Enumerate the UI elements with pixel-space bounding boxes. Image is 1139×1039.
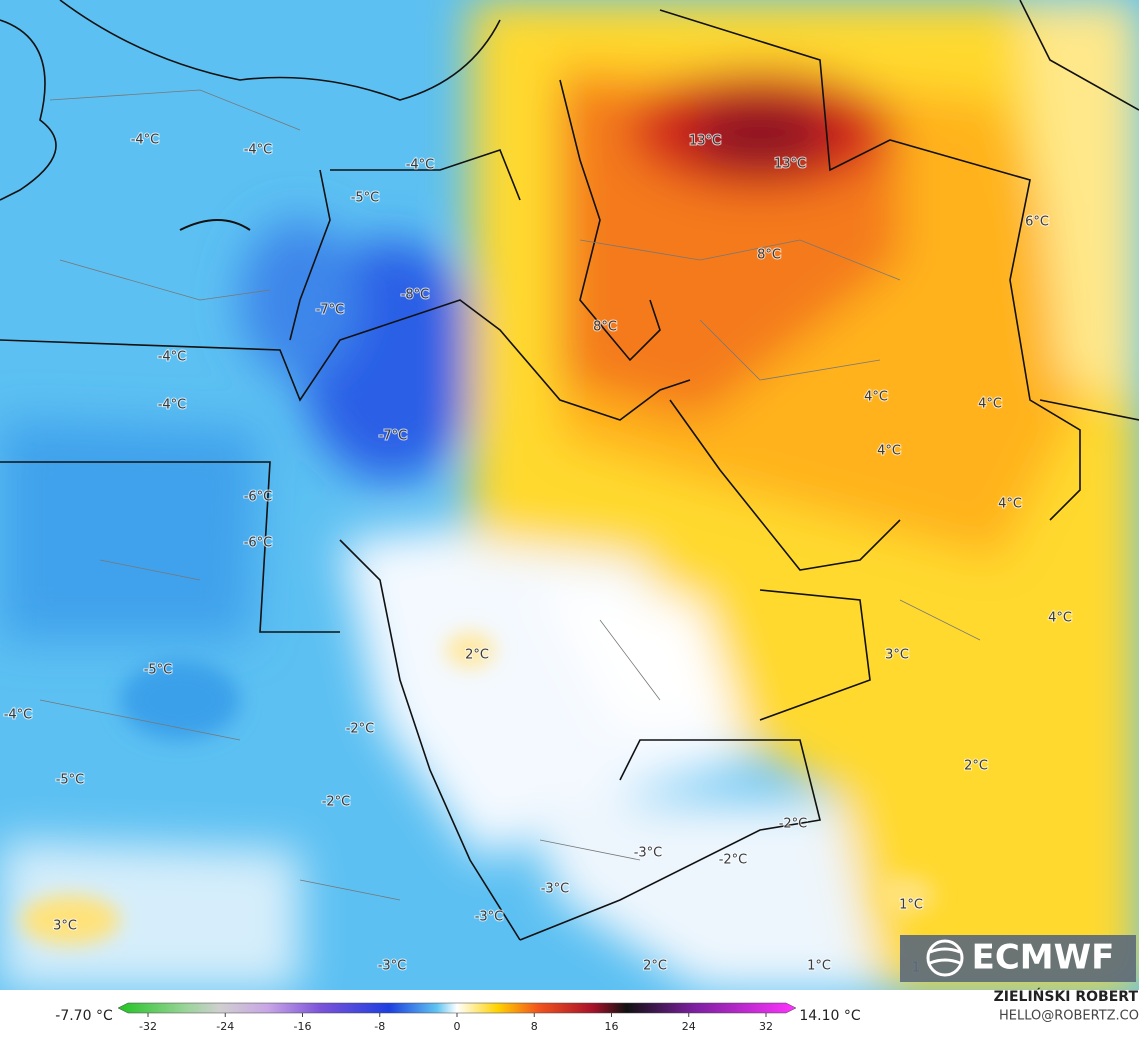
- colorbar-tick-label: 24: [682, 1020, 696, 1033]
- colorbar-max: 14.10 °C: [799, 1008, 861, 1024]
- temperature-label: 13°C: [774, 157, 806, 172]
- colorbar-tick-label: -24: [216, 1020, 234, 1033]
- temperature-label: 2°C: [643, 959, 667, 974]
- temperature-label: -4°C: [158, 350, 187, 365]
- temperature-label: -4°C: [244, 143, 273, 158]
- map-labels: -4°C -4°C -4°C -5°C -8°C -7°C -4°C -4°C -7°C -6°C…: [3, 132, 1073, 977]
- colorbar-min: -7.70 °C: [55, 1008, 113, 1024]
- temperature-label: 4°C: [864, 390, 888, 405]
- temperature-label: -2°C: [719, 853, 748, 868]
- logo: ECMWF: [900, 935, 1136, 982]
- colorbar-tick-label: 0: [454, 1020, 461, 1033]
- temperature-label: -6°C: [244, 536, 273, 551]
- temperature-label: 8°C: [757, 248, 781, 263]
- temperature-label: -2°C: [779, 817, 808, 832]
- temperature-label: -3°C: [378, 959, 407, 974]
- temperature-label: -4°C: [131, 133, 160, 148]
- temperature-label: -4°C: [4, 708, 33, 723]
- temperature-label: -5°C: [351, 191, 380, 206]
- borders: [0, 0, 1139, 941]
- temperature-label: 3°C: [53, 919, 77, 934]
- colorbar-tick-label: 32: [759, 1020, 773, 1033]
- colorbar-tick-label: 8: [531, 1020, 538, 1033]
- temperature-label: 3°C: [885, 648, 909, 663]
- temperature-label: -5°C: [144, 663, 173, 678]
- colorbar-tick-label: -32: [139, 1020, 157, 1033]
- credit-author: ZIELIŃSKI ROBERT: [994, 987, 1139, 1005]
- temperature-label: -5°C: [56, 773, 85, 788]
- temperature-label: 8°C: [593, 320, 617, 335]
- colorbar-tick-label: 16: [605, 1020, 619, 1033]
- logo-text: ECMWF: [972, 938, 1115, 978]
- temperature-label: 2°C: [964, 759, 988, 774]
- temperature-label: -4°C: [158, 398, 187, 413]
- colorbar-tick-label: -8: [374, 1020, 385, 1033]
- temperature-label: -4°C: [406, 158, 435, 173]
- temperature-label: 2°C: [465, 648, 489, 663]
- temperature-label: -2°C: [322, 795, 351, 810]
- temperature-label: -7°C: [379, 429, 408, 444]
- temperature-label: 4°C: [1048, 611, 1072, 626]
- credit-email: HELLO@ROBERTZ.CO: [999, 1009, 1139, 1024]
- temperature-label: 4°C: [877, 444, 901, 459]
- colorbar-tick-label: -16: [294, 1020, 312, 1033]
- temperature-label: -3°C: [475, 910, 504, 925]
- temperature-label: -3°C: [541, 882, 570, 897]
- temperature-label: -2°C: [346, 722, 375, 737]
- temperature-label: 1°C: [899, 898, 923, 913]
- temperature-label: 13°C: [689, 134, 721, 149]
- temperature-label: 4°C: [978, 397, 1002, 412]
- temperature-label: -3°C: [634, 846, 663, 861]
- temperature-label: 1°C: [807, 959, 831, 974]
- temperature-label: -8°C: [401, 288, 430, 303]
- temperature-label: 6°C: [1025, 215, 1049, 230]
- subdivisions: [39, 89, 981, 901]
- temperature-field: [0, 0, 1139, 990]
- colorbar: -7.70 °C 14.10 °C -32 -24 -16 -8 0 8 16 24 32: [55, 1002, 861, 1033]
- temperature-label: -7°C: [316, 303, 345, 318]
- temperature-label: -6°C: [244, 490, 273, 505]
- temperature-label: 4°C: [998, 497, 1022, 512]
